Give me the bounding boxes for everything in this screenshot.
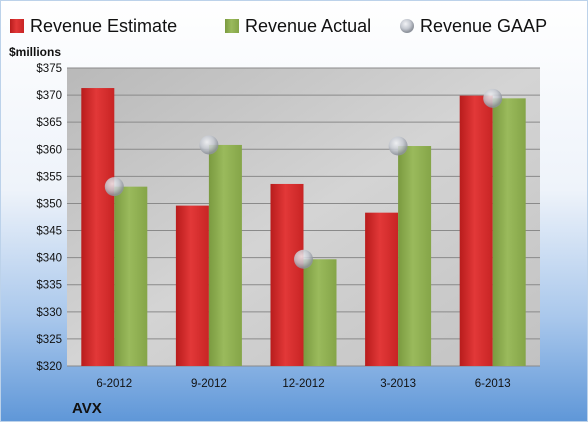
y-tick-label: $345 <box>36 226 62 238</box>
gaap-marker <box>199 135 219 155</box>
y-tick-label: $325 <box>36 334 62 346</box>
y-tick-label: $370 <box>36 90 62 102</box>
y-axis-ticks: $320 $325 $330 $335 $340 $345 $350 $355 $360 $365… <box>36 63 62 373</box>
bar-revenue-estimate <box>81 88 115 366</box>
legend-marker-gaap <box>400 19 414 33</box>
x-tick-label: 3-2013 <box>380 378 416 390</box>
y-tick-label: $350 <box>36 198 62 210</box>
x-tick-label: 6-2012 <box>96 378 132 390</box>
legend: Revenue Estimate Revenue Actual Revenue … <box>10 16 547 36</box>
bar-revenue-actual <box>492 98 526 366</box>
gaap-marker <box>483 88 503 108</box>
legend-label-actual: Revenue Actual <box>245 16 371 36</box>
gaap-markers <box>104 88 503 269</box>
bar-revenue-actual <box>398 146 432 366</box>
y-tick-label: $340 <box>36 253 62 265</box>
y-tick-label: $360 <box>36 144 62 156</box>
gaap-marker <box>388 136 408 156</box>
bar-revenue-estimate <box>270 183 304 366</box>
bar-revenue-estimate <box>175 205 209 366</box>
y-tick-label: $355 <box>36 171 62 183</box>
legend-swatch-actual <box>225 19 239 33</box>
gaap-marker <box>294 249 313 269</box>
x-axis-ticks: 6-2012 9-2012 12-2012 3-2013 6-2013 <box>96 378 510 390</box>
y-unit-label: $millions <box>9 45 61 59</box>
bar-revenue-actual <box>114 186 148 366</box>
company-label: AVX <box>72 400 102 417</box>
legend-label-estimate: Revenue Estimate <box>30 16 177 36</box>
bar-revenue-estimate <box>459 95 493 367</box>
y-tick-label: $330 <box>36 307 62 319</box>
bars <box>81 88 526 367</box>
legend-label-gaap: Revenue GAAP <box>420 16 547 36</box>
x-tick-label: 9-2012 <box>191 378 227 390</box>
y-tick-label: $365 <box>36 117 62 129</box>
bar-revenue-actual <box>303 259 337 366</box>
legend-swatch-estimate <box>10 19 24 33</box>
y-tick-label: $335 <box>36 280 62 292</box>
gaap-marker <box>104 177 124 197</box>
x-tick-label: 6-2013 <box>475 378 511 390</box>
bar-revenue-actual <box>208 144 242 366</box>
x-tick-label: 12-2012 <box>282 378 324 390</box>
y-tick-label: $320 <box>36 361 62 373</box>
y-tick-label: $375 <box>36 63 62 75</box>
bar-revenue-estimate <box>365 212 399 366</box>
